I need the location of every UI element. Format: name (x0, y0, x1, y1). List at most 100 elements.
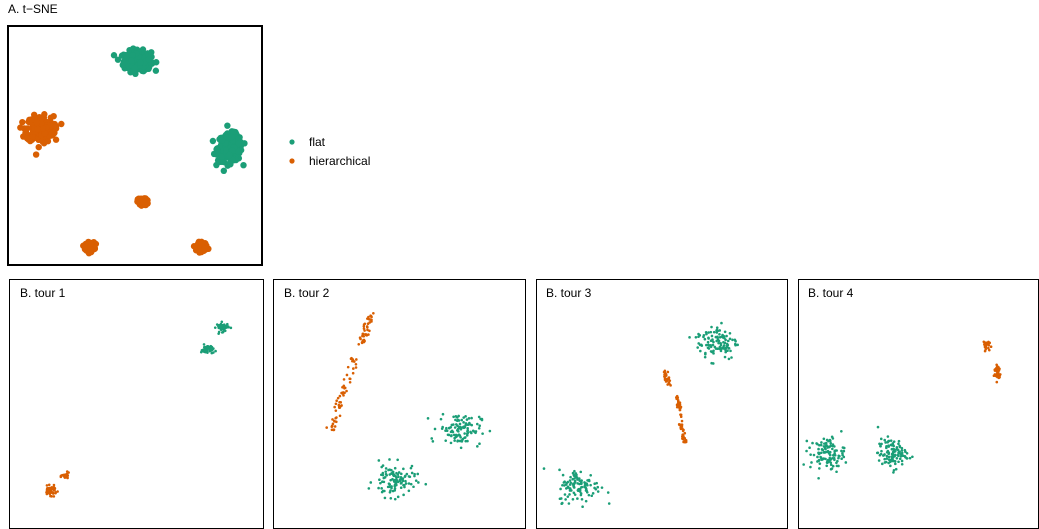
point-flat-c0-99 (733, 338, 737, 342)
point-flat-c0-53 (393, 487, 397, 490)
point-flat-c0-95 (722, 334, 726, 338)
point-flat-c1-32 (478, 442, 481, 446)
point-flat-c1-53 (879, 437, 883, 441)
point-flat-c1-259 (218, 136, 226, 144)
point-flat-c1-2 (220, 167, 228, 174)
point-flat-c1-91 (896, 448, 900, 452)
point-flat-c1-64 (580, 497, 584, 501)
point-hierarchical-c2-256 (28, 116, 35, 123)
point-flat-c0-77 (409, 466, 413, 470)
point-flat-c1-99 (477, 427, 481, 430)
point-flat-c0-33 (720, 321, 723, 325)
point-hierarchical-c2-22 (336, 396, 340, 400)
point-hierarchical-c3-42 (679, 425, 683, 428)
point-hierarchical-c2-200 (27, 137, 34, 145)
point-hierarchical-c2-33 (340, 391, 343, 395)
point-flat-c0-68 (399, 472, 403, 476)
legend-hierarchical-marker (289, 158, 295, 164)
point-flat-c1-62 (452, 415, 455, 419)
point-flat-c0-66 (835, 461, 838, 465)
point-flat-c0-88 (841, 451, 844, 455)
point-flat-c1-69 (900, 446, 904, 450)
point-hierarchical-c2-59 (332, 428, 335, 432)
point-hierarchical-c2-48 (45, 490, 48, 494)
point-flat-c1-36 (214, 349, 217, 353)
point-flat-c1-93 (449, 441, 453, 445)
point-hierarchical-c2-9 (354, 366, 358, 369)
point-hierarchical-c2-35 (342, 378, 346, 381)
point-flat-c0-105 (828, 459, 831, 463)
tour-3-points (542, 321, 739, 509)
point-flat-c1-102 (893, 460, 897, 463)
point-flat-c1-96 (465, 418, 469, 421)
panel-a-title: A. t−SNE (8, 2, 58, 16)
point-flat-c0-101 (382, 480, 386, 484)
point-flat-c0-2 (728, 331, 732, 335)
tour-2-points (325, 311, 492, 501)
point-flat-c1-42 (561, 483, 564, 487)
point-flat-c1-38 (573, 479, 577, 483)
point-flat-c0-196 (152, 67, 160, 74)
point-flat-c0-30 (736, 343, 739, 347)
point-flat-c0-48 (812, 453, 816, 457)
point-flat-c0-13 (410, 471, 414, 475)
point-flat-c1-6 (581, 505, 584, 509)
point-flat-c0-67 (726, 349, 729, 352)
point-flat-c1-23 (589, 474, 592, 477)
point-hierarchical-c3-27 (681, 429, 685, 433)
point-flat-c0-25 (835, 470, 838, 474)
point-flat-c1-106 (576, 489, 580, 492)
point-flat-c1-13 (885, 457, 889, 460)
point-flat-c1-68 (885, 454, 889, 458)
point-flat-c1-31 (573, 493, 577, 496)
point-flat-c0-46 (707, 337, 710, 340)
point-flat-c0-79 (816, 460, 819, 463)
point-flat-c1-14 (426, 417, 430, 420)
point-flat-c1-28 (887, 455, 891, 459)
point-hierarchical-c2-18 (989, 345, 993, 349)
panel-a-points (17, 45, 248, 257)
point-flat-c1-36 (884, 441, 887, 444)
point-flat-c1-105 (449, 430, 453, 434)
point-hierarchical-c3-29 (995, 366, 998, 369)
point-flat-c1-65 (589, 483, 592, 487)
point-flat-c1-83 (898, 445, 902, 449)
point-flat-c1-63 (889, 464, 892, 468)
point-flat-c0-16 (709, 330, 713, 334)
legend-flat-label: flat (309, 135, 326, 149)
point-flat-c0-85 (832, 454, 835, 457)
point-hierarchical-c2-23 (666, 383, 669, 386)
point-flat-c0-46 (379, 481, 382, 485)
point-flat-c0-253 (131, 64, 139, 72)
point-hierarchical-c2-10 (666, 370, 670, 374)
panel-b-tour-2: B. tour 2 (273, 279, 526, 529)
point-hierarchical-c2-27 (348, 377, 352, 381)
point-hierarchical-c2-16 (334, 416, 337, 420)
point-flat-c0-45 (706, 340, 710, 344)
legend: flat hierarchical (289, 135, 370, 168)
point-hierarchical-c3-33 (369, 314, 373, 318)
point-flat-c0-45 (811, 441, 814, 445)
point-hierarchical-c2-45 (338, 406, 341, 409)
point-hierarchical-c2-36 (348, 380, 352, 384)
point-hierarchical-c2-259 (34, 126, 41, 133)
point-hierarchical-c2-56 (342, 394, 345, 397)
point-hierarchical-c2-40 (335, 420, 338, 424)
point-flat-c0-78 (377, 459, 381, 462)
point-flat-c0-8 (829, 463, 833, 467)
point-hierarchical-c4-109 (87, 245, 95, 253)
point-flat-c1-38 (469, 430, 472, 434)
point-flat-c1-48 (211, 347, 214, 351)
point-flat-c0-93 (715, 331, 719, 334)
point-flat-c1-70 (566, 495, 570, 498)
point-flat-c0-22 (389, 497, 393, 500)
point-flat-c0-98 (817, 458, 821, 462)
point-hierarchical-c5-109 (198, 240, 206, 247)
point-flat-c0-16 (818, 467, 821, 470)
point-flat-c1-250 (234, 148, 242, 155)
panel-a-frame (7, 25, 263, 266)
point-flat-c1-83 (586, 479, 589, 482)
point-flat-c0-34 (718, 336, 722, 339)
point-flat-c1-28 (600, 486, 604, 489)
point-flat-c0-88 (403, 474, 407, 478)
